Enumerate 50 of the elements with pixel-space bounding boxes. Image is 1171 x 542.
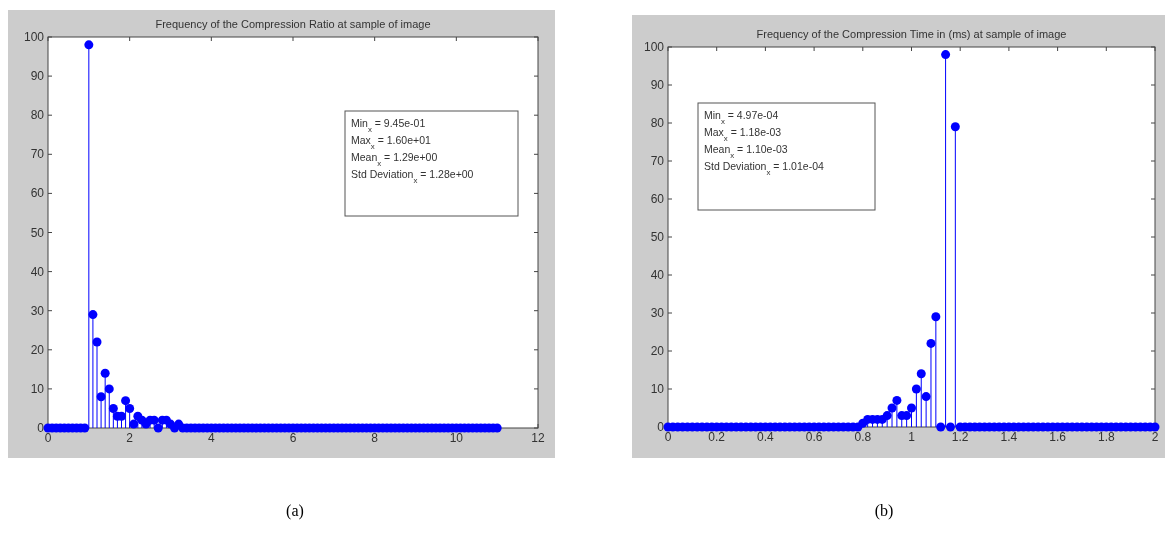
y-tick-label: 100	[23, 30, 45, 44]
y-tick-label: 60	[650, 192, 665, 206]
y-tick-label: 30	[30, 303, 45, 318]
y-tick-label: 10	[650, 382, 665, 396]
annotation: Min$_{x}$ = 9.45e-01	[351, 117, 426, 134]
y-tick-label: 70	[650, 154, 665, 168]
y-tick-label: 70	[30, 147, 45, 162]
y-tick-label: 40	[650, 268, 665, 282]
chart-title: Frequency of the Compression Time in (ms) at sample of image	[756, 28, 1067, 40]
y-tick-label: 0	[37, 421, 45, 435]
x-tick-label: 1	[908, 430, 916, 444]
annotation: Mean$_{x}$ = 1.29e+00	[351, 151, 438, 168]
x-tick-label: 0.4	[757, 430, 775, 444]
y-tick-label: 20	[650, 344, 665, 358]
y-tick-label: 80	[30, 108, 45, 123]
y-tick-label: 60	[30, 186, 45, 201]
y-tick-label: 10	[30, 381, 45, 396]
annotation: Min$_{x}$ = 4.97e-04	[704, 109, 779, 126]
x-tick-label: 4	[207, 431, 215, 445]
y-tick-label: 80	[650, 116, 665, 130]
y-tick-label: 90	[650, 78, 665, 92]
annotation: Max$_{x}$ = 1.18e-03	[704, 126, 782, 143]
x-tick-label: 2	[126, 431, 134, 445]
annotation: Std Deviation$_{x}$ = 1.01e-04	[704, 160, 824, 177]
x-tick-label: 1.6	[1049, 430, 1067, 444]
chart-title: Frequency of the Compression Ratio at sample of image	[155, 18, 431, 30]
x-tick-label: 0.2	[708, 430, 726, 444]
x-tick-label: 10	[449, 431, 464, 445]
x-tick-label: 0.8	[854, 430, 872, 444]
x-tick-label: 1.8	[1097, 430, 1115, 444]
y-tick-label: 50	[30, 225, 45, 240]
y-tick-label: 100	[643, 40, 665, 54]
x-tick-label: 6	[289, 431, 297, 445]
y-tick-label: 40	[30, 264, 45, 279]
y-tick-label: 90	[30, 69, 45, 84]
x-tick-label: 1.2	[951, 430, 969, 444]
x-tick-label: 0.6	[805, 430, 823, 444]
y-tick-label: 0	[657, 420, 665, 434]
x-tick-label: 12	[531, 431, 545, 445]
x-tick-label: 8	[371, 431, 379, 445]
x-tick-label: 1.4	[1000, 430, 1018, 444]
annotation: Max$_{x}$ = 1.60e+01	[351, 134, 431, 151]
annotation: Std Deviation$_{x}$ = 1.28e+00	[351, 168, 474, 185]
annotation: Mean$_{x}$ = 1.10e-03	[704, 143, 788, 160]
text: (b)	[874, 502, 894, 520]
text: (a)	[286, 502, 304, 520]
x-tick-label: 2	[1151, 430, 1159, 444]
y-tick-label: 50	[650, 230, 665, 244]
y-tick-label: 20	[30, 342, 45, 357]
y-tick-label: 30	[650, 306, 665, 320]
